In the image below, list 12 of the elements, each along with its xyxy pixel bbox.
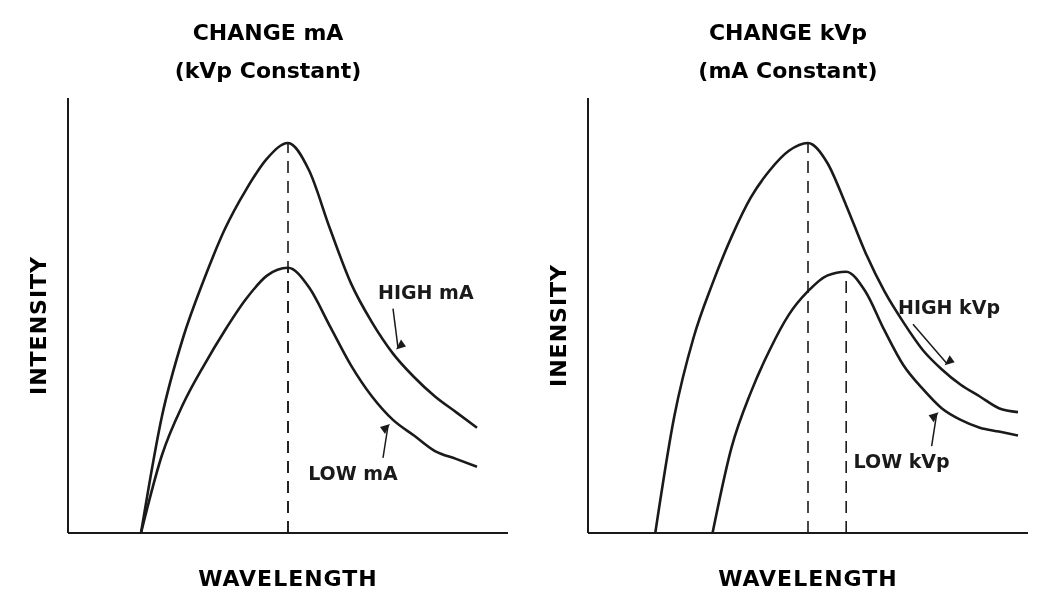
x-axis-title: WAVELENGTH xyxy=(198,566,378,591)
chart-title: CHANGE kVp xyxy=(708,20,867,45)
series-label: HIGH kVp xyxy=(897,296,1000,319)
chart-title: CHANGE mA xyxy=(192,20,344,45)
y-axis-title: INTENSITY xyxy=(26,255,51,396)
x-axis-title: WAVELENGTH xyxy=(717,566,898,591)
chart-subtitle: (mA Constant) xyxy=(697,58,878,83)
chart-subtitle: (kVp Constant) xyxy=(174,58,362,83)
legend-label: LOW mA xyxy=(308,461,399,484)
series-label: HIGH mA xyxy=(378,280,474,303)
y-axis-title: INENSITY xyxy=(545,263,571,388)
legend-label: LOW kVp xyxy=(853,450,950,473)
